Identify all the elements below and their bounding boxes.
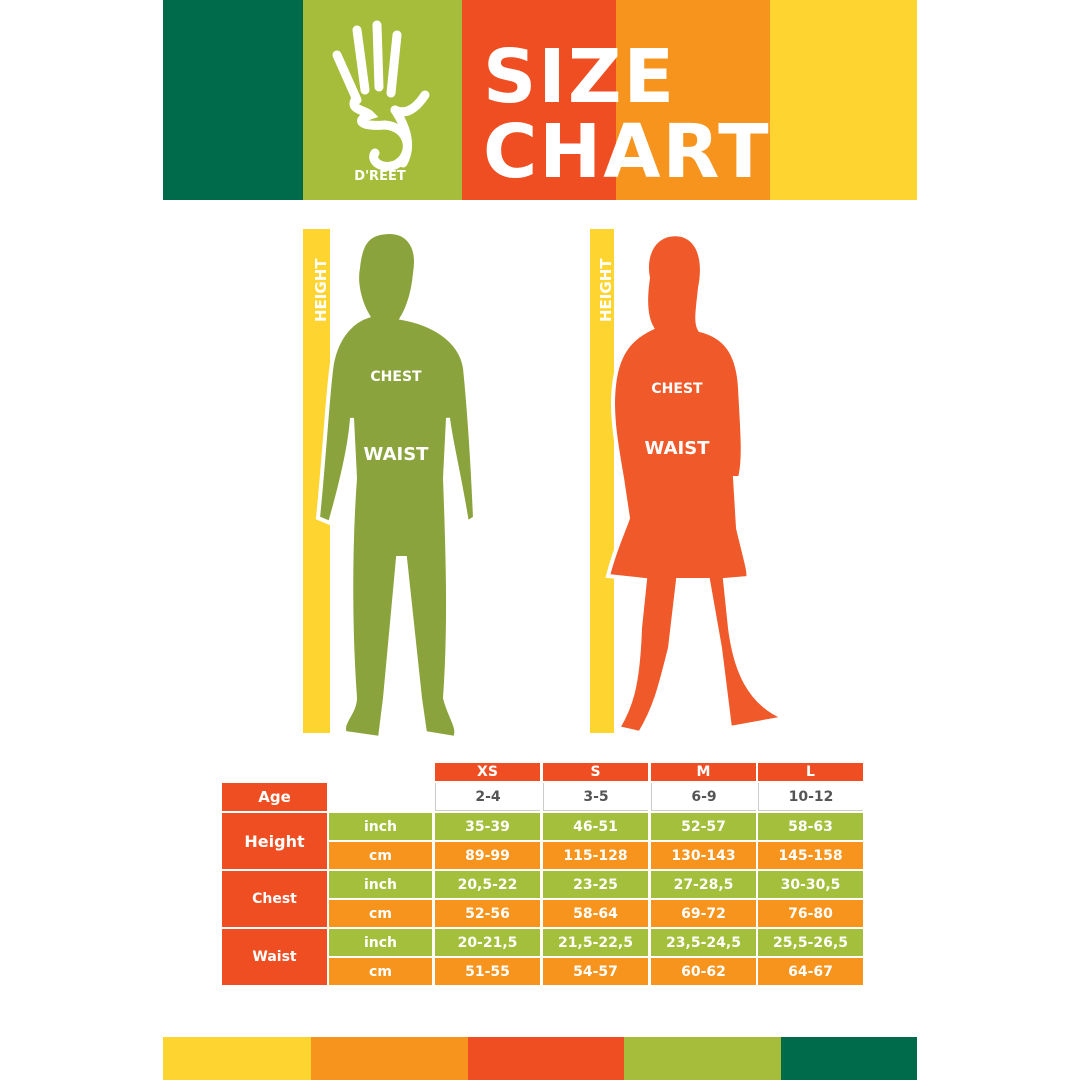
boy-silhouette xyxy=(315,230,478,741)
band-dark-green xyxy=(163,0,303,200)
table-cell: 27-28,5 xyxy=(651,871,756,898)
row-label-height: Height xyxy=(222,813,327,869)
table-cell: 52-56 xyxy=(435,900,540,927)
waist-label: WAIST xyxy=(644,438,710,459)
logo-text: D'REET xyxy=(354,169,406,184)
title-line1: SIZE xyxy=(483,34,677,120)
chest-label: CHEST xyxy=(370,369,422,385)
table-cell: 20,5-22 xyxy=(435,871,540,898)
table-cell: 130-143 xyxy=(651,842,756,869)
height-bar xyxy=(590,229,614,733)
unit-cm: cm xyxy=(329,842,432,869)
table-cell: 25,5-26,5 xyxy=(758,929,863,956)
table-cell: 69-72 xyxy=(651,900,756,927)
age-cell: 3-5 xyxy=(543,783,648,811)
age-cell: 2-4 xyxy=(435,783,540,811)
table-cell: 20-21,5 xyxy=(435,929,540,956)
table-cell: 35-39 xyxy=(435,813,540,840)
unit-inch: inch xyxy=(329,813,432,840)
age-cell: 10-12 xyxy=(758,783,863,811)
unit-cm: cm xyxy=(329,900,432,927)
size-header: S xyxy=(543,763,648,781)
girl-silhouette xyxy=(605,232,793,736)
band-yellow xyxy=(770,0,917,200)
band-orange xyxy=(311,1037,468,1080)
table-cell: 46-51 xyxy=(543,813,648,840)
table-cell: 58-64 xyxy=(543,900,648,927)
hand-logo: D'REET xyxy=(332,20,430,184)
table-cell: 30-30,5 xyxy=(758,871,863,898)
row-label-chest: Chest xyxy=(222,871,327,927)
row-label-age: Age xyxy=(222,783,327,811)
table-cell: 54-57 xyxy=(543,958,648,985)
table-cell: 76-80 xyxy=(758,900,863,927)
size-header: M xyxy=(651,763,756,781)
band-lime xyxy=(624,1037,781,1080)
table-cell: 64-67 xyxy=(758,958,863,985)
band-red xyxy=(462,0,616,200)
band-yellow xyxy=(163,1037,311,1080)
unit-inch: inch xyxy=(329,929,432,956)
table-cell: 51-55 xyxy=(435,958,540,985)
waist-label: WAIST xyxy=(363,444,429,465)
size-header: XS xyxy=(435,763,540,781)
band-dark-green xyxy=(781,1037,917,1080)
table-cell: 23-25 xyxy=(543,871,648,898)
table-cell: 89-99 xyxy=(435,842,540,869)
unit-inch: inch xyxy=(329,871,432,898)
unit-cm: cm xyxy=(329,958,432,985)
table-cell: 58-63 xyxy=(758,813,863,840)
size-header: L xyxy=(758,763,863,781)
table-cell: 21,5-22,5 xyxy=(543,929,648,956)
table-cell: 115-128 xyxy=(543,842,648,869)
band-orange xyxy=(616,0,770,200)
table-cell: 60-62 xyxy=(651,958,756,985)
age-cell: 6-9 xyxy=(651,783,756,811)
title-line2: CHART xyxy=(483,109,771,195)
table-cell: 52-57 xyxy=(651,813,756,840)
table-cell: 23,5-24,5 xyxy=(651,929,756,956)
band-red xyxy=(468,1037,624,1080)
table-cell: 145-158 xyxy=(758,842,863,869)
row-label-waist: Waist xyxy=(222,929,327,985)
chest-label: CHEST xyxy=(651,381,703,397)
